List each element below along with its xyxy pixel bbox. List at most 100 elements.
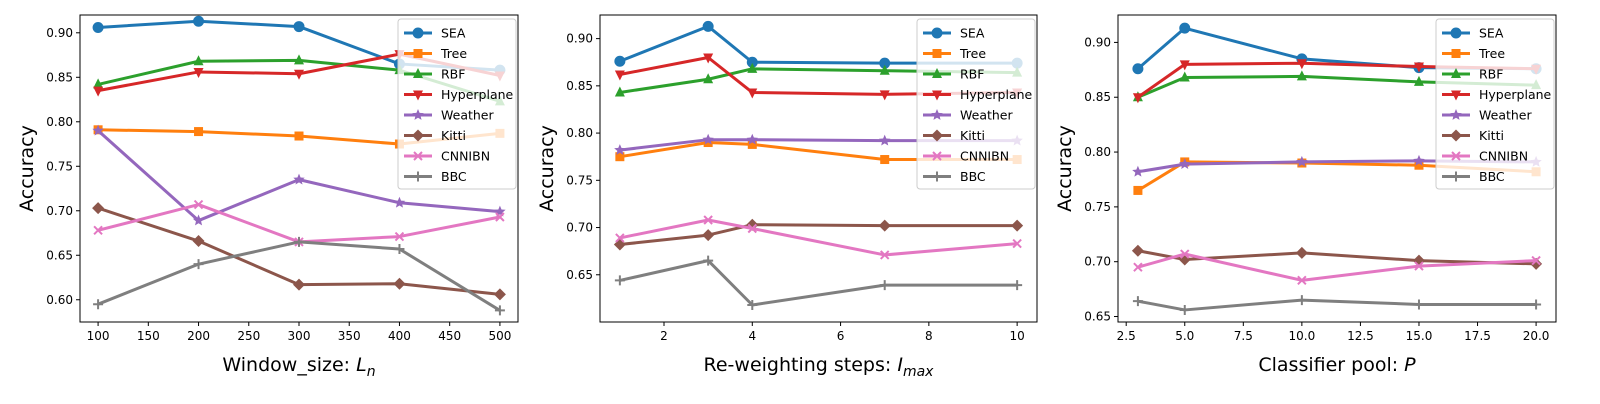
x-tick-label: 200 [187,329,210,343]
x-tick-label: 500 [488,329,511,343]
data-point-cnnibn-1 [1133,262,1143,272]
x-tick-label: 150 [137,329,160,343]
legend-label: Weather [1479,108,1532,123]
legend-item-weather: Weather [404,108,494,123]
data-point-cnnibn-4 [1414,261,1424,271]
data-point-sea-1 [614,55,626,67]
legend-label: RBF [441,67,465,82]
data-point-weather-3 [746,133,758,145]
data-point-weather-3 [293,173,305,185]
y-tick-label: 0.65 [566,268,593,282]
x-tick-label: 2.5 [1117,329,1136,343]
y-tick-label: 0.90 [566,32,593,46]
legend-item-kitti: Kitti [1442,128,1504,143]
data-point-hyperplane-1 [614,70,625,81]
legend-marker [413,68,423,78]
y-tick-label: 0.65 [46,248,73,262]
data-point-rbf-2 [703,73,714,84]
data-point-rbf-4 [1413,75,1424,86]
series-line-bbc [1137,298,1537,312]
data-point-cnnibn-5 [1012,238,1022,249]
legend-marker [1450,109,1462,120]
x-tick-label: 450 [438,329,461,343]
y-axis-label: Accuracy [16,125,38,212]
x-tick-label: 15.0 [1406,329,1433,343]
legend-item-bbc: BBC [1442,169,1505,184]
data-point-rbf-2 [1179,71,1190,82]
data-point-kitti-5 [1011,219,1024,232]
data-point-cnnibn-4 [880,250,890,260]
legend-label: Tree [440,46,467,61]
data-point-bbc-1 [1132,296,1143,307]
x-axis-label: Window_size: Ln [222,354,375,380]
data-point-kitti-2 [702,229,715,242]
data-point-cnnibn-5 [1531,255,1541,266]
data-point-bbc-4 [394,244,405,255]
y-tick-label: 0.80 [566,126,593,140]
legend-label: Kitti [441,128,466,143]
series-line-cnnibn [97,203,501,244]
data-point-tree-1 [1133,185,1143,195]
data-point-hyperplane-4 [1413,62,1424,73]
x-tick-label: 17.5 [1464,329,1491,343]
chart-panel-1: 100 150 200 250 300 350 400 450 500 0.60 0.65 0.70 0… [16,14,519,380]
data-point-sea-1 [92,21,104,33]
legend-item-bbc: BBC [404,169,467,184]
data-point-bbc-1 [614,275,625,286]
data-point-bbc-2 [1179,304,1190,315]
data-point-weather-3 [1296,155,1308,167]
legend-label: RBF [960,67,984,82]
y-tick-label: 0.80 [1084,145,1111,159]
x-tick-label: 6 [837,329,845,343]
data-point-weather-4 [393,196,406,208]
data-point-weather-2 [192,214,205,226]
data-point-weather-2 [1179,158,1191,169]
data-point-kitti-3 [293,278,305,291]
data-point-tree-3 [747,139,757,149]
x-tick-label: 12.5 [1347,329,1374,343]
x-tick-label: 100 [87,329,110,343]
legend-item-sea: SEA [404,26,466,41]
legend-label: BBC [960,169,986,184]
chart-panel-3: 2.5 5.0 7.5 10.0 12.5 15.0 17.5 20.0 0.65 0.70 0.7… [1054,14,1557,376]
legend: SEA Tree RBF Hyperplane Weather Kitti CNNIBN BB… [397,18,517,190]
legend-label: Kitti [960,128,985,143]
legend-box [1435,18,1555,190]
legend-label: Weather [441,108,494,123]
legend-marker [931,27,943,39]
data-point-bbc-5 [494,305,505,316]
legend-item-hyperplane: Hyperplane [923,87,1033,102]
y-tick-label: 0.65 [1084,310,1111,324]
legend-item-rbf: RBF [923,67,984,82]
legend-item-tree: Tree [1442,46,1505,61]
data-point-cnnibn-3 [747,223,757,234]
data-point-kitti-3 [1295,246,1308,259]
data-point-bbc-2 [703,255,714,266]
x-tick-label: 2 [660,329,668,343]
legend-marker [412,27,424,39]
data-point-bbc-1 [93,299,104,310]
legend-label: Hyperplane [441,87,514,102]
data-point-rbf-3 [1296,70,1307,81]
x-tick-label: 10 [1009,329,1024,343]
data-point-cnnibn-4 [394,231,405,242]
y-tick-label: 0.75 [46,159,73,173]
data-point-bbc-5 [1531,299,1542,310]
x-tick-label: 10.0 [1289,329,1316,343]
data-point-weather-4 [1413,154,1425,166]
legend-marker [1451,49,1461,58]
data-point-hyperplane-2 [1179,60,1190,71]
data-point-weather-4 [879,134,891,146]
data-point-weather-1 [1132,165,1144,177]
data-point-bbc-3 [747,299,758,310]
data-point-bbc-2 [193,259,204,270]
data-point-cnnibn-2 [193,199,204,210]
legend-marker [931,129,943,142]
axes-frame [599,14,1038,323]
series-line-cnnibn [1137,252,1537,282]
y-tick-label: 0.70 [566,221,593,235]
legend-marker [1450,129,1462,142]
x-tick-label: 7.5 [1234,329,1253,343]
data-point-sea-1 [1132,63,1144,75]
